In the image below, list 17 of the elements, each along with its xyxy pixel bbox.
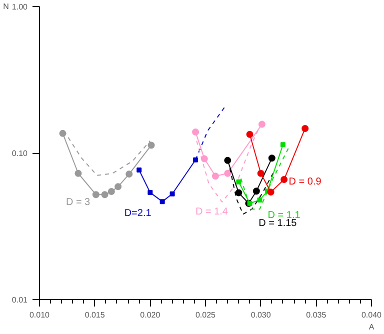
y-tick-label: 0.10 [12, 149, 28, 158]
x-tick-label: 0.040 [361, 310, 382, 320]
x-tick-label: 0.015 [84, 310, 106, 320]
text: D = 1.4 [195, 206, 228, 218]
x-axis-title: A [368, 322, 375, 332]
y-axis-title: N [3, 2, 10, 11]
x-tick-label: 0.025 [195, 310, 216, 320]
y-tick-label: 1.00 [12, 2, 28, 12]
series-label: D = 0.9 [288, 176, 322, 188]
x-tick-label: 0.035 [306, 310, 327, 320]
series-label: D=2.1 [124, 208, 152, 220]
x-tick-label: 0.010 [29, 310, 50, 320]
series-label: D = 1.15 [258, 218, 298, 229]
x-tick-label: 0.030 [250, 310, 272, 320]
y-tick-label: 0.01 [12, 296, 28, 304]
x-tick-label: 0.020 [140, 310, 161, 320]
series-label: D = 3 [66, 197, 91, 208]
